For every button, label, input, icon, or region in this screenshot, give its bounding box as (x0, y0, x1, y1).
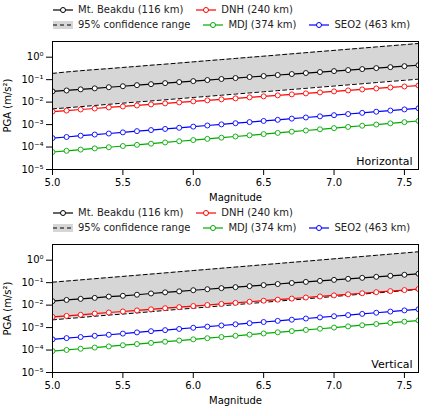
html-text:DNH (240 km): DNH (240 km) (221, 4, 293, 15)
svg-text:Vertical: Vertical (371, 358, 412, 371)
svg-text:5.0: 5.0 (45, 177, 61, 188)
svg-text:5.5: 5.5 (115, 380, 131, 391)
svg-text:7.5: 7.5 (396, 177, 412, 188)
svg-text:10⁻¹: 10⁻¹ (21, 74, 43, 85)
svg-text:10⁻⁴: 10⁻⁴ (21, 141, 43, 152)
svg-text:7.0: 7.0 (326, 177, 342, 188)
svg-text:10⁻⁵: 10⁻⁵ (21, 164, 43, 175)
html-text:Mt. Beakdu (116 km): Mt. Beakdu (116 km) (78, 207, 184, 218)
html-text:95% confidence range: 95% confidence range (78, 19, 191, 30)
html-text:SEO2 (463 km): SEO2 (463 km) (334, 222, 411, 233)
svg-text:10⁰: 10⁰ (27, 254, 44, 265)
html-text:MDJ (374 km): MDJ (374 km) (228, 222, 297, 233)
svg-text:6.5: 6.5 (256, 380, 272, 391)
svg-text:Magnitude: Magnitude (209, 395, 262, 406)
svg-text:7.0: 7.0 (326, 380, 342, 391)
svg-text:6.5: 6.5 (256, 177, 272, 188)
svg-text:10⁻²: 10⁻² (21, 96, 43, 107)
svg-text:10⁻⁴: 10⁻⁴ (21, 344, 43, 355)
html-text:95% confidence range: 95% confidence range (78, 222, 191, 233)
svg-text:10⁻³: 10⁻³ (21, 119, 43, 130)
svg-text:10⁻³: 10⁻³ (21, 322, 43, 333)
html-text:SEO2 (463 km): SEO2 (463 km) (334, 19, 411, 30)
svg-text:7.5: 7.5 (396, 380, 412, 391)
svg-text:10⁰: 10⁰ (27, 51, 44, 62)
svg-text:6.0: 6.0 (185, 380, 201, 391)
svg-text:5.0: 5.0 (45, 380, 61, 391)
svg-text:PGA (m/s²): PGA (m/s²) (2, 78, 13, 132)
svg-text:10⁻⁵: 10⁻⁵ (21, 367, 43, 378)
html-text:DNH (240 km): DNH (240 km) (221, 207, 293, 218)
svg-text:10⁻²: 10⁻² (21, 299, 43, 310)
svg-text:6.0: 6.0 (185, 177, 201, 188)
svg-text:Horizontal: Horizontal (356, 155, 412, 168)
svg-text:5.5: 5.5 (115, 177, 131, 188)
html-text:MDJ (374 km): MDJ (374 km) (228, 19, 297, 30)
html-text:Mt. Beakdu (116 km): Mt. Beakdu (116 km) (78, 4, 184, 15)
svg-text:10⁻¹: 10⁻¹ (21, 277, 43, 288)
svg-text:PGA (m/s²): PGA (m/s²) (2, 281, 13, 335)
svg-text:Magnitude: Magnitude (209, 192, 262, 203)
